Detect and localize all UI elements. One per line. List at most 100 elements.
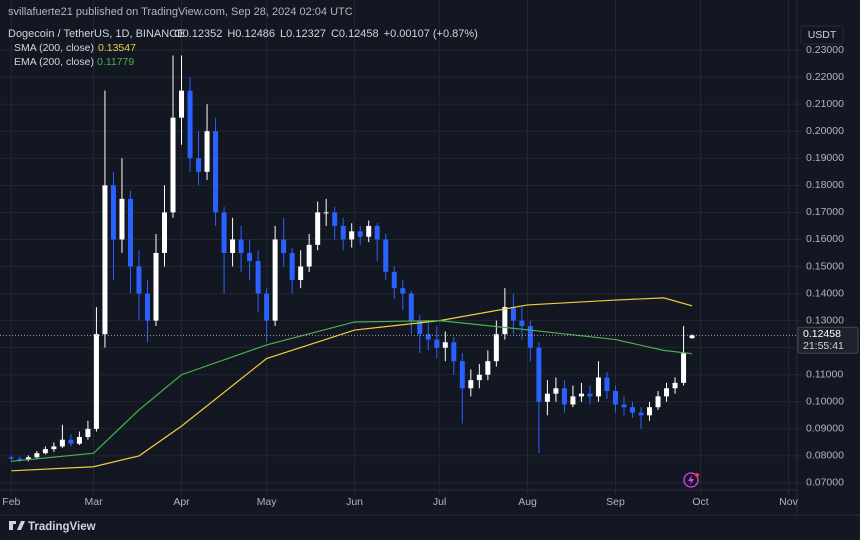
- x-tick-label: Jul: [433, 496, 446, 508]
- candle-body: [93, 334, 99, 429]
- y-tick-label: 0.08000: [806, 450, 844, 462]
- ohlc-value: 0.12486: [235, 28, 275, 40]
- x-tick-label: May: [257, 496, 278, 508]
- ema-value: 0.11779: [97, 56, 134, 68]
- candle-body: [85, 428, 91, 437]
- candle-body: [51, 446, 57, 450]
- ohlc-value: 0.12352: [183, 28, 223, 40]
- candle-body: [315, 212, 321, 245]
- plot-area: [0, 55, 797, 472]
- y-tick-label: 0.18000: [806, 179, 844, 191]
- y-tick-label: 0.14000: [806, 287, 844, 299]
- alert-circle[interactable]: [683, 472, 699, 488]
- candle-body: [136, 266, 142, 294]
- candle-body: [570, 396, 576, 405]
- candle-body: [272, 239, 278, 321]
- candle-body: [672, 382, 678, 389]
- ema-legend: EMA (200, close): [14, 56, 94, 68]
- ohlc: O0.12352 H0.12486 L0.12327 C0.12458 +0.00107…: [174, 28, 478, 40]
- candle-body: [400, 288, 406, 294]
- x-tick-label: Jun: [346, 496, 363, 508]
- candle-body: [681, 353, 687, 383]
- brand[interactable]: TradingView: [28, 521, 96, 533]
- candle-body: [374, 225, 380, 240]
- candle-body: [519, 320, 525, 327]
- candle-body: [357, 231, 363, 237]
- candle-body: [170, 117, 176, 213]
- candle-body: [629, 407, 635, 413]
- candle-body: [255, 261, 261, 294]
- y-tick-label: 0.23000: [806, 44, 844, 56]
- y-tick-label: 0.07000: [806, 477, 844, 489]
- candle-body: [417, 320, 423, 335]
- candle-body: [459, 361, 465, 389]
- candle-body: [289, 252, 295, 281]
- price-tag-label: 0.12458: [803, 328, 841, 340]
- ohlc-value: 0.12458: [339, 28, 379, 40]
- candle-body: [162, 212, 168, 253]
- x-tick-label: Feb: [2, 496, 20, 508]
- ohlc-key: L: [280, 28, 286, 40]
- ohlc-key: O: [174, 28, 183, 40]
- y-tick-label: 0.09000: [806, 423, 844, 435]
- y-tick-label: 0.15000: [806, 260, 844, 272]
- candle-body: [306, 244, 312, 267]
- alert-icon[interactable]: [683, 472, 699, 488]
- alert-bolt: [688, 475, 694, 485]
- candle-body: [366, 225, 372, 237]
- candle-body: [587, 393, 593, 397]
- candle-body: [76, 436, 82, 444]
- candle-body: [434, 339, 440, 348]
- ohlc-key: C: [331, 28, 339, 40]
- x-tick-label: Oct: [692, 496, 708, 508]
- x-tick-label: Aug: [518, 496, 537, 508]
- candle-body: [8, 457, 14, 459]
- candle-body: [425, 334, 431, 340]
- candle-body: [476, 374, 482, 381]
- indicator-line: [11, 297, 693, 472]
- candle-body: [17, 458, 23, 460]
- candle-body: [153, 252, 159, 321]
- candle-body: [510, 307, 516, 321]
- ohlc-value: 0.12327: [286, 28, 326, 40]
- candle-body: [612, 390, 618, 405]
- candle-body: [323, 212, 329, 214]
- ohlc-key: H: [227, 28, 235, 40]
- y-tick-label: 0.22000: [806, 71, 844, 83]
- currency-box[interactable]: [800, 25, 844, 45]
- candle-body: [25, 457, 31, 460]
- publisher: svillafuerte21 published on TradingView.…: [8, 6, 353, 18]
- candle-body: [127, 198, 133, 267]
- currency[interactable]: USDT: [808, 29, 837, 41]
- candle-body: [187, 90, 193, 159]
- candle-body: [468, 380, 474, 389]
- candle-body: [59, 439, 65, 447]
- y-tick-label: 0.19000: [806, 152, 844, 164]
- candle-body: [298, 266, 304, 281]
- candle-body: [502, 307, 508, 335]
- candle-body: [34, 453, 40, 458]
- candle-body: [561, 388, 567, 405]
- candle-body: [544, 393, 550, 402]
- candle-body: [340, 225, 346, 240]
- candle-body: [451, 342, 457, 362]
- brand-logo[interactable]: TradingView: [9, 521, 96, 533]
- brand-icon: [9, 521, 25, 530]
- candle-body: [238, 239, 244, 253]
- indicator-line: [11, 320, 693, 462]
- change: +0.00107 (+0.87%): [384, 28, 478, 40]
- candle-body: [621, 404, 627, 408]
- candle-body: [264, 293, 270, 321]
- candle-body: [247, 252, 253, 262]
- x-tick-label: Sep: [606, 496, 625, 508]
- candle-body: [213, 131, 219, 213]
- candle-body: [391, 271, 397, 289]
- symbol: Dogecoin / TetherUS, 1D, BINANCE: [8, 28, 184, 40]
- candle-body: [68, 439, 74, 444]
- sma-value: 0.13547: [98, 42, 136, 54]
- candle-body: [689, 335, 695, 339]
- axes: 0.070000.080000.090000.100000.110000.120…: [2, 44, 859, 508]
- candle-body: [110, 185, 116, 240]
